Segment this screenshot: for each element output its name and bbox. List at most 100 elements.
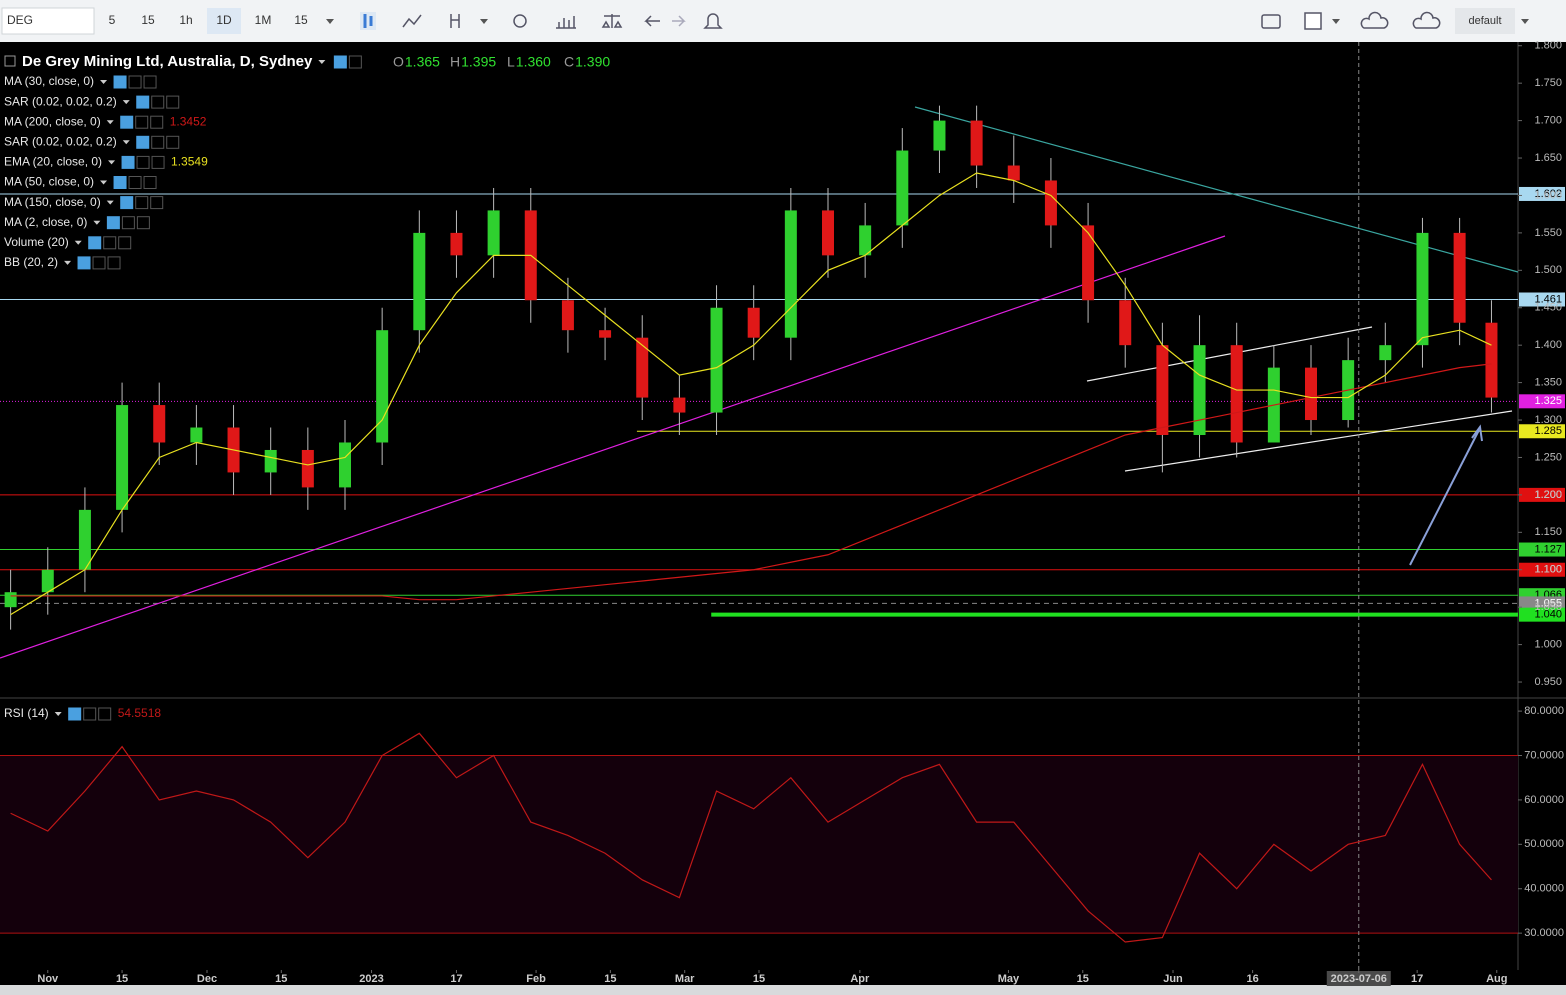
interval-button[interactable]: 1D — [216, 13, 232, 27]
indicators-icon[interactable] — [556, 16, 576, 29]
remove-icon[interactable] — [151, 155, 165, 169]
interval-button[interactable]: 1M — [255, 13, 272, 27]
dropdown-icon[interactable] — [106, 120, 114, 125]
cloud-load-icon[interactable] — [1360, 11, 1389, 29]
visibility-icon[interactable] — [77, 256, 91, 270]
alert-icon[interactable] — [703, 13, 723, 29]
visibility-icon[interactable] — [88, 236, 102, 250]
dropdown-icon[interactable] — [480, 19, 488, 24]
symbol: DEG — [7, 13, 33, 27]
interval-button[interactable]: 15 — [294, 13, 308, 27]
redo-icon[interactable] — [672, 15, 686, 27]
remove-icon[interactable] — [143, 75, 157, 89]
remove-icon[interactable] — [143, 176, 157, 189]
symbol-box[interactable] — [1, 7, 95, 35]
visibility-icon[interactable] — [113, 176, 127, 189]
indicator-line — [10, 172, 1492, 616]
line-icon[interactable] — [402, 14, 422, 28]
collapse-icon[interactable] — [4, 55, 16, 67]
interval-button[interactable]: 15 — [141, 13, 155, 27]
y-tick-label: 1.650 — [1534, 152, 1562, 164]
dropdown-icon[interactable] — [100, 180, 108, 185]
legend: O 1.365 H 1.395 L 1.360 C 1.390 MA (30, close, 0… — [4, 54, 610, 721]
dropdown-icon[interactable] — [106, 200, 114, 205]
snapshot-icon[interactable] — [1261, 14, 1281, 29]
y-tick-label: 1.550 — [1534, 227, 1562, 239]
remove-icon[interactable] — [118, 236, 132, 250]
settings-icon[interactable] — [513, 14, 527, 28]
candle-icon-bars — [363, 14, 373, 28]
price-level-label: 1.285 — [1534, 425, 1562, 437]
visibility-icon[interactable] — [120, 115, 134, 129]
settings-icon[interactable] — [348, 55, 362, 69]
dropdown-icon[interactable] — [318, 60, 326, 64]
y-tick-label: 1.800 — [1534, 40, 1562, 52]
x-tick-label: 2023 — [359, 973, 383, 985]
settings-icon[interactable] — [151, 95, 165, 109]
remove-icon[interactable] — [166, 95, 180, 109]
candle-icon[interactable] — [360, 12, 376, 30]
dropdown-icon[interactable] — [93, 220, 101, 225]
dropdown-icon[interactable] — [64, 260, 72, 265]
price-level-label-bg — [1519, 562, 1565, 577]
visibility-icon[interactable] — [333, 55, 347, 69]
settings-icon[interactable] — [135, 115, 149, 129]
visibility-icon[interactable] — [121, 155, 135, 169]
visibility-icon[interactable] — [120, 196, 134, 210]
dropdown-icon[interactable] — [108, 160, 116, 165]
x-tick-label: Feb — [526, 973, 546, 985]
settings-icon[interactable] — [136, 155, 150, 169]
price-level-label: 1.602 — [1534, 188, 1562, 200]
dropdown-icon[interactable] — [122, 100, 130, 105]
dropdown-icon[interactable] — [74, 240, 82, 245]
remove-icon[interactable] — [107, 256, 121, 270]
layout-box[interactable] — [1455, 8, 1515, 34]
remove-icon[interactable] — [98, 707, 112, 721]
ohlc-value: 1.365 — [405, 54, 440, 70]
visibility-icon[interactable] — [136, 95, 150, 109]
settings-icon[interactable] — [121, 216, 135, 230]
remove-icon[interactable] — [150, 196, 164, 210]
y-tick-label: 1.350 — [1534, 377, 1562, 389]
color-icon[interactable] — [1304, 12, 1322, 30]
candle-body — [4, 592, 17, 608]
settings-icon[interactable] — [128, 176, 142, 189]
dropdown-icon[interactable] — [326, 19, 334, 24]
ohlc-value: 1.360 — [516, 54, 551, 70]
arrow-head — [1471, 424, 1483, 442]
remove-icon[interactable] — [136, 216, 150, 230]
settings-icon[interactable] — [128, 75, 142, 89]
visibility-icon[interactable] — [68, 707, 82, 721]
visibility-icon[interactable] — [113, 75, 127, 89]
settings-icon[interactable] — [135, 196, 149, 210]
indicator-name: MA (150, close, 0) — [4, 195, 101, 209]
indicator-value: 1.3452 — [170, 114, 207, 128]
remove-icon[interactable] — [150, 115, 164, 129]
bars-icon[interactable] — [450, 14, 460, 28]
interval-button[interactable]: 5 — [109, 13, 116, 27]
candle-body — [859, 225, 872, 256]
undo-icon[interactable] — [644, 15, 660, 27]
dropdown-icon[interactable] — [1521, 19, 1529, 24]
compare-icon[interactable] — [601, 14, 623, 28]
dropdown-icon[interactable] — [100, 80, 108, 84]
channel-line — [1086, 326, 1373, 382]
candle-body — [599, 330, 612, 338]
interval-button[interactable]: 1h — [179, 13, 192, 27]
y-tick-label: 1.500 — [1534, 264, 1562, 276]
settings-icon[interactable] — [92, 256, 106, 270]
settings-icon[interactable] — [103, 236, 117, 250]
dropdown-icon[interactable] — [54, 712, 62, 716]
dropdown-icon[interactable] — [1332, 19, 1340, 24]
cloud-save-icon[interactable] — [1412, 11, 1441, 29]
candle-body — [264, 449, 277, 473]
settings-icon[interactable] — [151, 135, 165, 149]
settings-icon[interactable] — [83, 707, 97, 721]
rsi-line — [10, 732, 1492, 943]
indicator-name: Volume (20) — [4, 235, 69, 249]
visibility-icon[interactable] — [136, 135, 150, 149]
visibility-icon[interactable] — [106, 216, 120, 230]
dropdown-icon[interactable] — [122, 140, 130, 145]
remove-icon[interactable] — [166, 135, 180, 149]
